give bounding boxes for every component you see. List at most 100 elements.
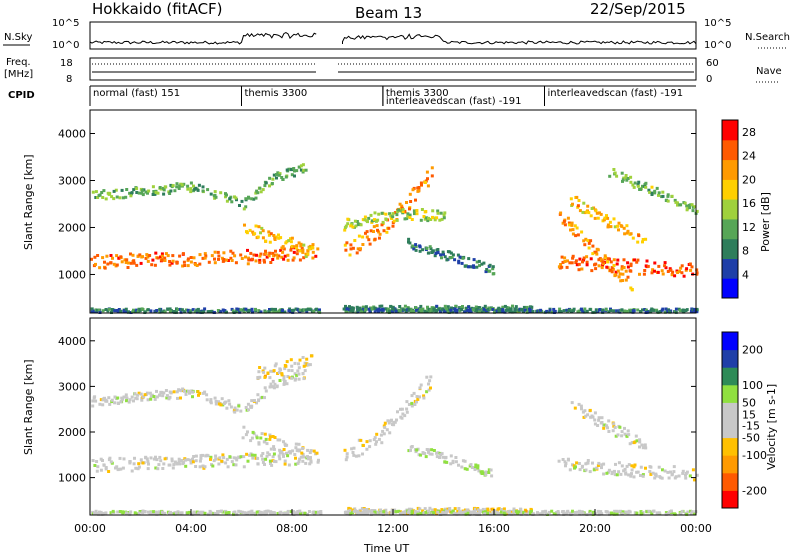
heat-cell	[133, 511, 137, 515]
heat-cell	[595, 211, 599, 215]
heat-cell	[575, 226, 579, 230]
heat-cell	[597, 264, 601, 268]
heat-cell	[136, 254, 140, 258]
heat-cell	[347, 506, 351, 510]
heat-cell	[668, 310, 672, 314]
heat-cell	[280, 373, 284, 377]
heat-cell	[379, 308, 383, 312]
heat-cell	[508, 310, 512, 314]
heat-cell	[92, 309, 96, 313]
heat-cell	[642, 272, 646, 276]
heat-cell	[637, 234, 641, 238]
heat-cell	[146, 510, 150, 514]
heat-cell	[111, 509, 115, 513]
heat-cell	[315, 307, 319, 311]
heat-cell	[236, 307, 240, 311]
heat-cell	[224, 461, 228, 465]
heat-cell	[189, 458, 193, 462]
heat-cell	[135, 308, 139, 312]
heat-cell	[230, 200, 234, 204]
heat-cell	[425, 375, 429, 379]
heat-cell	[94, 399, 98, 403]
heat-cell	[189, 461, 193, 465]
heat-cell	[450, 306, 453, 310]
heat-cell	[166, 307, 170, 311]
heat-cell	[225, 310, 228, 314]
heat-cell	[301, 447, 305, 450]
heat-cell	[390, 512, 394, 516]
beam-title: Beam 13	[355, 4, 422, 22]
heat-cell	[678, 309, 682, 313]
heat-cell	[603, 216, 607, 220]
heat-cell	[250, 307, 254, 311]
heat-cell	[283, 379, 287, 383]
heat-cell	[604, 256, 608, 260]
heat-cell	[553, 309, 557, 313]
heat-cell	[419, 181, 423, 185]
colorbar-tick-label: -200	[742, 484, 767, 497]
heat-cell	[672, 470, 676, 474]
heat-cell	[98, 510, 101, 514]
heat-cell	[170, 457, 174, 461]
heat-cell	[695, 209, 699, 213]
heat-cell	[119, 255, 123, 259]
heat-cell	[251, 257, 254, 261]
heat-cell	[213, 257, 216, 261]
heat-cell	[432, 449, 436, 452]
y-tick-label: 1000	[58, 472, 86, 485]
heat-cell	[597, 461, 601, 465]
heat-cell	[666, 470, 670, 474]
heat-cell	[453, 258, 457, 262]
heat-cell	[176, 396, 179, 400]
heat-cell	[253, 399, 256, 402]
heat-cell	[605, 424, 609, 428]
heat-cell	[263, 512, 267, 516]
heat-cell	[412, 209, 416, 213]
heat-cell	[596, 509, 600, 513]
cpid-mode-3: interleavedscan (fast) -191	[386, 96, 522, 107]
heat-cell	[272, 173, 276, 177]
heat-cell	[257, 442, 261, 446]
heat-cell	[407, 403, 411, 406]
heat-cell	[135, 397, 139, 401]
heat-cell	[634, 434, 638, 438]
colorbar-tick-label: 15	[742, 409, 756, 422]
heat-cell	[357, 511, 361, 515]
heat-cell	[250, 399, 254, 403]
heat-cell	[267, 310, 271, 314]
heat-cell	[361, 444, 365, 447]
heat-cell	[415, 448, 419, 452]
heat-cell	[259, 190, 263, 194]
heat-cell	[595, 252, 599, 256]
heat-cell	[149, 456, 153, 460]
heat-cell	[112, 189, 116, 193]
heat-cell	[600, 416, 604, 420]
heat-cell	[179, 310, 183, 314]
heat-cell	[91, 404, 95, 408]
heat-cell	[302, 364, 306, 368]
heat-cell	[573, 511, 577, 514]
heat-cell	[625, 178, 629, 182]
heat-cell	[597, 416, 601, 420]
heat-cell	[197, 183, 201, 187]
heat-cell	[189, 190, 193, 194]
heat-cell	[297, 442, 301, 446]
heat-cell	[351, 451, 355, 454]
heat-cell	[125, 396, 129, 400]
heat-cell	[373, 237, 377, 241]
heat-cell	[300, 451, 304, 455]
heat-cell	[676, 203, 679, 207]
heat-cell	[609, 268, 612, 272]
heat-cell	[93, 511, 96, 515]
heat-cell	[625, 231, 629, 235]
heat-cell	[228, 402, 232, 406]
heat-cell	[574, 259, 578, 263]
heat-cell	[125, 258, 129, 262]
heat-cell	[655, 186, 659, 190]
heat-cell	[102, 189, 106, 193]
heat-cell	[666, 270, 670, 273]
heat-cell	[411, 188, 415, 192]
heat-cell	[351, 225, 355, 229]
heat-cell	[152, 510, 156, 514]
heat-cell	[627, 463, 631, 467]
